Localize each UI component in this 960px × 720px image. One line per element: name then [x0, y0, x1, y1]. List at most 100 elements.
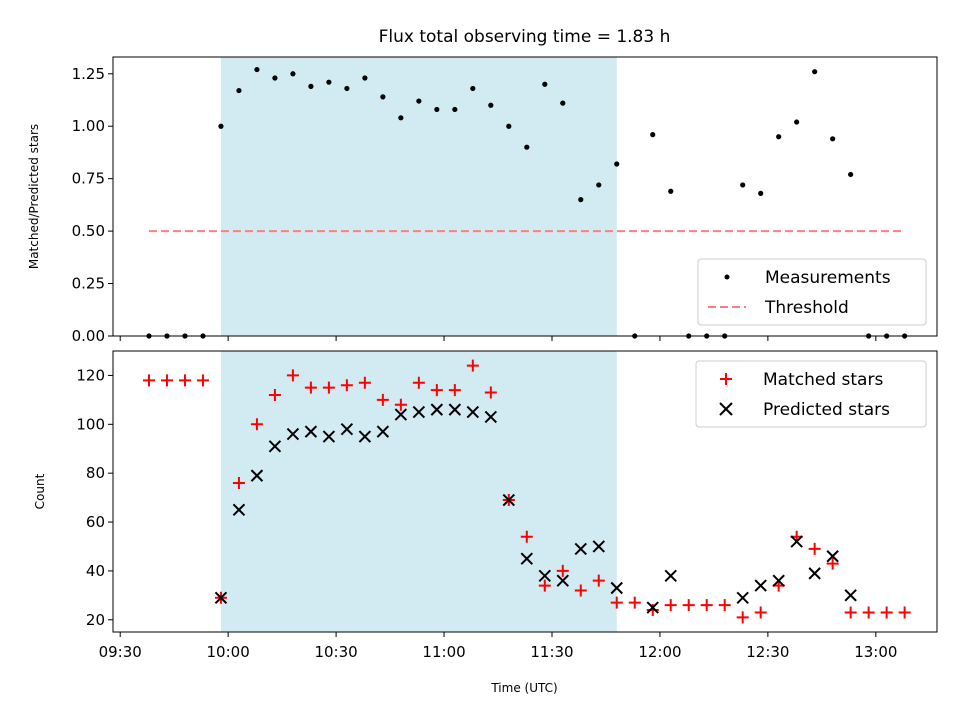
predicted-star-point	[286, 427, 300, 441]
predicted-star-point	[322, 430, 336, 443]
measurement-point	[596, 182, 602, 188]
predicted-star-point	[268, 440, 282, 453]
measurement-point	[290, 71, 296, 77]
matched-star-point	[664, 599, 677, 612]
predicted-star-point	[592, 540, 605, 553]
legend-matched-label: Matched stars	[763, 370, 883, 390]
x-tick-label: 13:00	[854, 643, 897, 661]
matched-star-point	[394, 398, 407, 411]
matched-star-point	[862, 606, 875, 619]
bottom-y-ticks: 20 40 60 80 100 120	[76, 366, 113, 629]
matched-star-point	[430, 384, 443, 397]
bottom-plot-marks	[142, 359, 911, 624]
bottom-legend: Matched stars Predicted stars	[695, 360, 927, 428]
predicted-star-point	[736, 591, 749, 604]
measurement-point	[470, 85, 476, 92]
measurement-point	[776, 134, 782, 140]
top-panel: Flux total observing time = 1.83 h Match…	[27, 27, 938, 345]
measurement-point	[434, 106, 440, 113]
y-tick-label: 120	[76, 366, 105, 384]
top-chart-title: Flux total observing time = 1.83 h	[379, 27, 671, 47]
top-legend: Measurements Threshold	[697, 258, 927, 326]
matched-star-point	[484, 386, 497, 399]
matched-star-point	[628, 596, 641, 609]
y-tick-label: 0.25	[72, 275, 105, 293]
predicted-star-point	[754, 579, 767, 592]
matched-star-point	[232, 476, 245, 489]
y-tick-label: 1.25	[72, 65, 105, 83]
predicted-star-point	[304, 425, 318, 438]
y-tick-label: 1.00	[72, 117, 105, 135]
predicted-star-point	[430, 403, 444, 416]
matched-star-point	[592, 574, 605, 587]
matched-star-point	[736, 611, 749, 624]
bottom-panel: Count Time (UTC) 20 40 60 80 100 120 09:30 10:…	[33, 350, 938, 695]
predicted-star-point	[610, 581, 623, 595]
matched-star-point	[556, 564, 569, 577]
matched-star-point	[700, 599, 713, 612]
x-tick-label: 10:30	[314, 643, 357, 661]
predicted-star-point	[232, 503, 246, 517]
top-x-ticks	[119, 336, 877, 341]
matched-star-point	[466, 359, 479, 372]
top-y-ticks: 0.00 0.25 0.50 0.75 1.00 1.25	[72, 65, 113, 345]
measurement-point	[218, 123, 224, 129]
legend-measurements-label: Measurements	[765, 268, 891, 288]
measurement-point	[794, 119, 800, 125]
predicted-star-point	[556, 574, 569, 587]
y-tick-label: 20	[86, 611, 105, 629]
matched-star-point	[358, 376, 371, 389]
matched-star-point	[376, 393, 389, 406]
legend-predicted-label: Predicted stars	[763, 400, 890, 420]
matched-star-point	[682, 599, 695, 612]
matched-star-point	[574, 584, 587, 597]
predicted-star-point	[214, 591, 228, 604]
bottom-y-axis-label: Count	[33, 473, 47, 509]
top-plot-frame	[112, 56, 938, 337]
predicted-star-point	[502, 493, 516, 507]
matched-star-point	[646, 604, 659, 617]
measurement-point	[416, 98, 422, 104]
measurement-point	[308, 83, 314, 89]
legend-predicted-marker	[719, 402, 733, 416]
y-tick-label: 0.50	[72, 222, 105, 240]
measurement-point	[326, 79, 332, 85]
matched-star-point	[322, 381, 335, 394]
legend-measurements-marker	[724, 274, 730, 280]
predicted-star-point	[448, 403, 462, 416]
x-tick-label: 09:30	[99, 643, 142, 661]
matched-star-point	[844, 606, 857, 619]
y-tick-label: 40	[86, 562, 105, 580]
legend-matched-marker	[720, 373, 732, 385]
measurement-point	[362, 75, 368, 81]
predicted-star-point	[772, 574, 785, 587]
matched-star-point	[304, 381, 317, 394]
matched-star-point	[250, 418, 263, 431]
bottom-legend-box	[695, 360, 927, 428]
matched-star-point	[754, 606, 767, 619]
matched-star-point	[538, 579, 551, 592]
y-tick-label: 60	[86, 513, 105, 531]
predicted-star-point	[664, 569, 677, 583]
predicted-star-point	[520, 552, 534, 565]
predicted-star-point	[646, 601, 659, 614]
measurement-point	[560, 100, 566, 106]
matched-star-point	[160, 374, 173, 387]
predicted-star-point	[340, 422, 354, 436]
bottom-plot-frame	[112, 350, 938, 633]
top-plot-marks	[146, 66, 908, 339]
measurement-point	[254, 66, 260, 73]
predicted-star-point	[844, 589, 857, 602]
measurement-point	[398, 115, 404, 121]
measurement-point	[758, 190, 764, 196]
bottom-x-ticks: 09:30 10:00 10:30 11:00 11:30 12:00 12:30 13:00	[99, 632, 897, 661]
measurement-point	[812, 69, 818, 75]
predicted-star-point	[394, 408, 408, 421]
x-tick-label: 12:30	[746, 643, 789, 661]
matched-star-point	[448, 384, 461, 397]
predicted-star-point	[826, 550, 839, 563]
y-tick-label: 0.75	[72, 170, 105, 188]
bottom-shaded-interval	[220, 351, 617, 632]
matched-star-point	[286, 369, 299, 382]
measurement-point	[848, 171, 854, 178]
